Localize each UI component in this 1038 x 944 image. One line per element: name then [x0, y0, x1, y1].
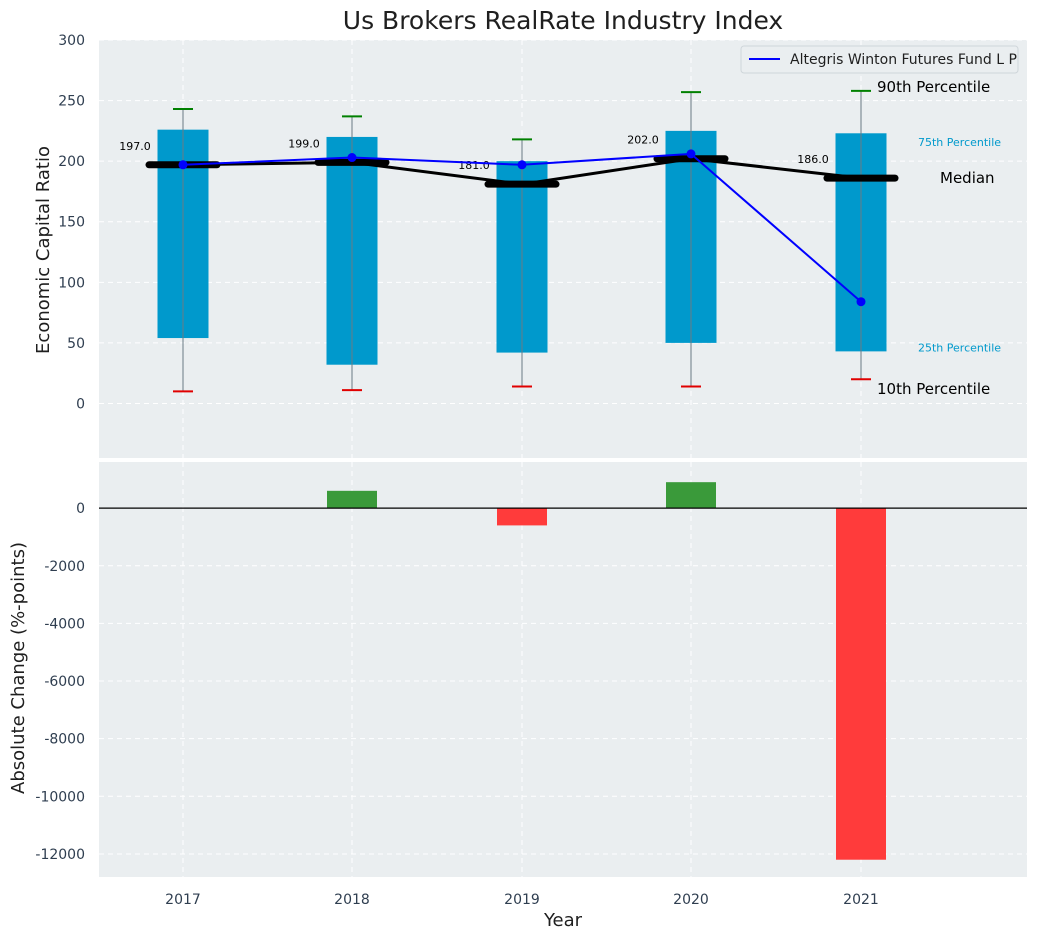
change-bar-negative: [836, 508, 886, 860]
x-tick-label: 2021: [843, 892, 879, 908]
bottom-panel: 0 -2000 -4000 -6000 -8000 -10000 -12000 2017 201…: [35, 462, 1027, 908]
series-point: [856, 297, 866, 307]
bottom-y-tick-label: -8000: [44, 732, 85, 748]
top-y-tick-label: 50: [67, 336, 85, 352]
bottom-y-tick-label: -4000: [44, 616, 85, 632]
top-y-tick-label: 150: [58, 215, 85, 231]
bottom-y-tick-label: -12000: [35, 847, 85, 863]
top-y-tick-label: 0: [76, 396, 85, 412]
change-bar-positive: [666, 482, 716, 509]
x-tick-label: 2018: [334, 892, 370, 908]
bottom-y-tick-label: 0: [76, 501, 85, 517]
bottom-y-tick-label: -2000: [44, 559, 85, 575]
chart-title: Us Brokers RealRate Industry Index: [343, 6, 783, 35]
top-y-tick-label: 200: [58, 154, 85, 170]
median-annotation: Median: [940, 169, 995, 187]
p25-annotation: 25th Percentile: [918, 342, 1001, 355]
median-value-label: 197.0: [119, 140, 151, 153]
top-y-tick-label: 250: [58, 94, 85, 110]
series-point: [686, 149, 696, 159]
bottom-y-tick-label: -6000: [44, 674, 85, 690]
x-tick-label: 2020: [673, 892, 709, 908]
top-y-tick-label: 100: [58, 275, 85, 291]
median-value-label: 199.0: [288, 137, 320, 150]
legend-box: [740, 45, 1019, 74]
top-panel: 0 50 100 150 200 250 300 197.0 199.0 181.0 202.0 18…: [58, 33, 1027, 458]
x-tick-label: 2019: [504, 892, 540, 908]
p90-annotation: 90th Percentile: [877, 78, 990, 96]
median-value-label: 181.0: [458, 159, 490, 172]
top-y-tick-label: 300: [58, 33, 85, 49]
legend: Altegris Winton Futures Fund L P: [740, 45, 1019, 74]
series-point: [178, 160, 188, 170]
bottom-y-tick-label: -10000: [35, 789, 85, 805]
median-value-label: 186.0: [797, 153, 829, 166]
series-point: [347, 153, 357, 163]
p75-annotation: 75th Percentile: [918, 136, 1001, 149]
x-axis-label: Year: [543, 910, 583, 931]
change-bar-negative: [497, 508, 547, 526]
bottom-panel-background: [99, 462, 1027, 877]
legend-series-label: Altegris Winton Futures Fund L P: [790, 52, 1017, 68]
change-bar-positive: [327, 490, 377, 509]
p10-annotation: 10th Percentile: [877, 380, 990, 398]
top-y-axis-label: Economic Capital Ratio: [33, 146, 54, 354]
median-value-label: 202.0: [627, 134, 659, 147]
series-point: [517, 160, 527, 170]
x-tick-label: 2017: [165, 892, 201, 908]
bottom-y-axis-label: Absolute Change (%-points): [8, 542, 29, 794]
